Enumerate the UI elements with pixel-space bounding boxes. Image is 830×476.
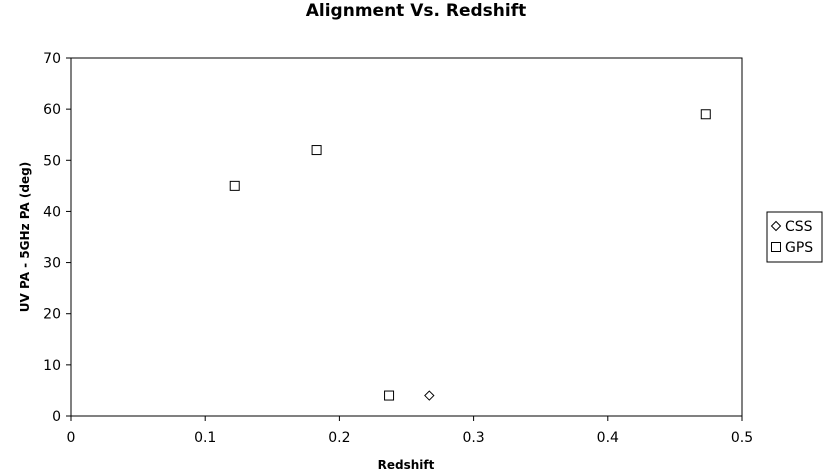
legend-label-gps: GPS (785, 240, 813, 256)
legend-label-css: CSS (785, 219, 813, 235)
gps-point (229, 180, 240, 191)
x-axis-label: Redshift (378, 458, 435, 472)
gps-point (384, 390, 395, 401)
gps-point (311, 145, 322, 156)
legend-marker-css (770, 220, 782, 232)
x-tick-label: 0.2 (328, 430, 350, 446)
y-tick-label: 70 (43, 51, 61, 67)
gps-point (700, 109, 711, 120)
y-tick-label: 50 (43, 153, 61, 169)
y-tick-label: 40 (43, 204, 61, 220)
y-tick-label: 60 (43, 102, 61, 118)
x-tick-label: 0.1 (194, 430, 216, 446)
chart-title: Alignment Vs. Redshift (306, 1, 527, 21)
x-axis: 0 0.1 0.2 0.3 0.4 0.5 (67, 416, 753, 446)
plot-area (70, 57, 743, 417)
legend: CSS GPS (766, 211, 823, 263)
y-axis-label: UV PA - 5GHz PA (deg) (18, 162, 32, 312)
x-tick-label: 0.4 (597, 430, 619, 446)
legend-marker-gps (771, 242, 781, 252)
data-points (229, 109, 711, 401)
x-tick-label: 0.3 (462, 430, 484, 446)
y-tick-label: 20 (43, 307, 61, 323)
y-tick-label: 10 (43, 358, 61, 374)
legend-box (766, 211, 823, 263)
css-point (424, 390, 435, 401)
x-tick-label: 0 (67, 430, 76, 446)
y-tick-label: 0 (52, 409, 61, 425)
y-axis: 0 10 20 30 40 50 60 70 (43, 51, 71, 425)
y-tick-label: 30 (43, 256, 61, 272)
x-tick-label: 0.5 (731, 430, 753, 446)
